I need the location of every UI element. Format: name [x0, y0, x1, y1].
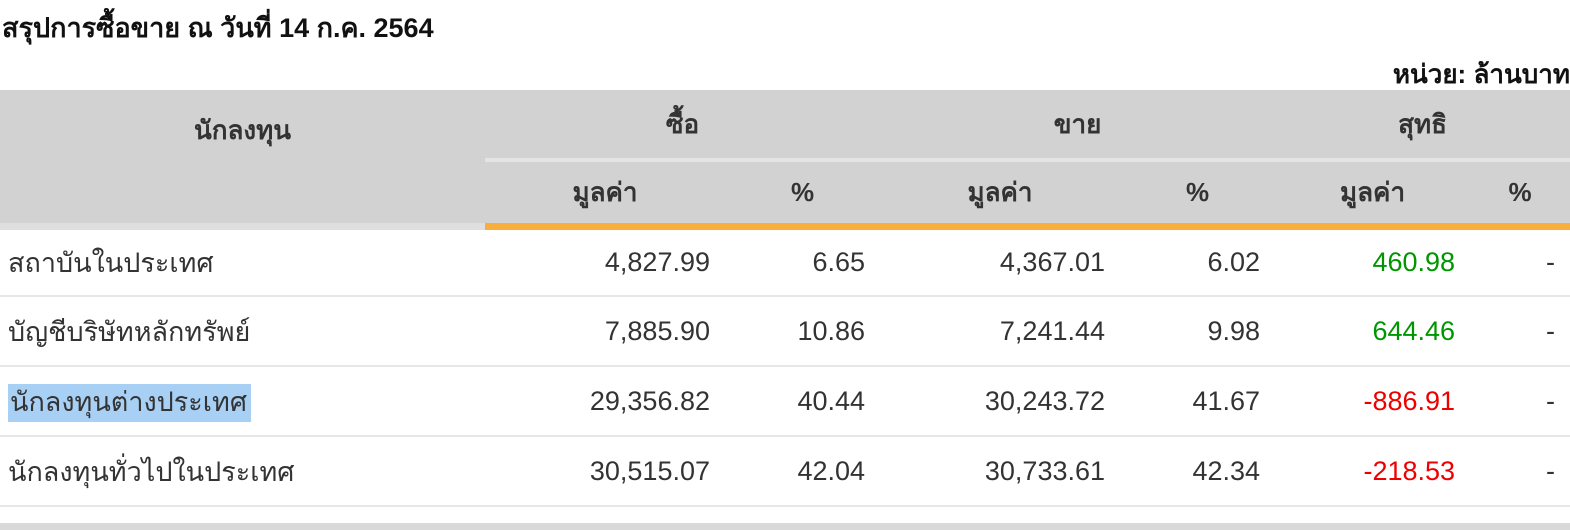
table-row-local-individuals: นักลงทุนทั่วไปในประเทศ 30,515.07 42.04 3…: [0, 436, 1570, 507]
sell-percent-cell: 42.34: [1120, 436, 1276, 507]
sell-percent-cell: 41.67: [1120, 366, 1276, 437]
table-row-proprietary-trading: บัญชีบริษัทหลักทรัพย์ 7,885.90 10.86 7,2…: [0, 296, 1570, 367]
net-percent-cell: -: [1470, 366, 1570, 437]
sell-value-cell: 4,367.01: [880, 226, 1121, 297]
investor-name-selected: นักลงทุนต่างประเทศ: [8, 383, 251, 422]
investor-name: บัญชีบริษัทหลักทรัพย์: [8, 316, 251, 347]
net-value-cell: 460.98: [1275, 226, 1471, 297]
sell-value-cell: 30,243.72: [880, 366, 1121, 437]
net-percent-cell: -: [1470, 296, 1570, 367]
net-value-cell: -218.53: [1275, 436, 1471, 507]
investor-name-cell: นักลงทุนทั่วไปในประเทศ: [0, 436, 485, 507]
column-header-net-value: มูลค่า: [1275, 160, 1471, 230]
net-percent-cell: -: [1470, 226, 1570, 297]
column-group-sell: ขาย: [880, 90, 1276, 162]
sell-percent-cell: 9.98: [1120, 296, 1276, 367]
investor-name-cell: สถาบันในประเทศ: [0, 226, 485, 297]
buy-percent-cell: 10.86: [725, 296, 881, 367]
buy-value-cell: 30,515.07: [485, 436, 725, 507]
net-percent-cell: -: [1470, 436, 1570, 507]
investor-name-cell: นักลงทุนต่างประเทศ: [0, 366, 485, 437]
investor-name-cell: บัญชีบริษัทหลักทรัพย์: [0, 296, 485, 367]
net-value-cell: 644.46: [1275, 296, 1471, 367]
investor-name: สถาบันในประเทศ: [8, 247, 214, 278]
next-row-top-edge: [0, 523, 1570, 530]
column-header-investor: นักลงทุน: [0, 90, 485, 230]
table-row-local-institutions: สถาบันในประเทศ 4,827.99 6.65 4,367.01 6.…: [0, 226, 1570, 297]
investor-name: นักลงทุนทั่วไปในประเทศ: [8, 456, 295, 487]
column-group-buy: ซื้อ: [485, 90, 881, 162]
buy-value-cell: 29,356.82: [485, 366, 725, 437]
table-row-foreign-investors: นักลงทุนต่างประเทศ 29,356.82 40.44 30,24…: [0, 366, 1570, 437]
sell-value-cell: 7,241.44: [880, 296, 1121, 367]
buy-percent-cell: 42.04: [725, 436, 881, 507]
column-header-sell-value: มูลค่า: [880, 160, 1121, 230]
sub-header-row: มูลค่า % มูลค่า % มูลค่า %: [0, 160, 1570, 230]
column-header-buy-value: มูลค่า: [485, 160, 725, 230]
unit-label: หน่วย: ล้านบาท: [1392, 59, 1570, 89]
sell-percent-cell: 6.02: [1120, 226, 1276, 297]
buy-percent-cell: 40.44: [725, 366, 881, 437]
column-header-net-percent: %: [1470, 160, 1570, 230]
column-header-sell-percent: %: [1120, 160, 1276, 230]
column-header-buy-percent: %: [725, 160, 881, 230]
net-value-cell: -886.91: [1275, 366, 1471, 437]
buy-value-cell: 7,885.90: [485, 296, 725, 367]
group-header-row: นักลงทุน ซื้อ ขาย สุทธิ: [0, 90, 1570, 230]
buy-value-cell: 4,827.99: [485, 226, 725, 297]
page-title: สรุปการซื้อขาย ณ วันที่ 14 ก.ค. 2564: [2, 13, 434, 43]
sell-value-cell: 30,733.61: [880, 436, 1121, 507]
column-group-net: สุทธิ: [1275, 90, 1570, 162]
buy-percent-cell: 6.65: [725, 226, 881, 297]
investor-summary-table: นักลงทุน ซื้อ ขาย สุทธิ มูลค่า % มูลค่า …: [0, 90, 1570, 507]
